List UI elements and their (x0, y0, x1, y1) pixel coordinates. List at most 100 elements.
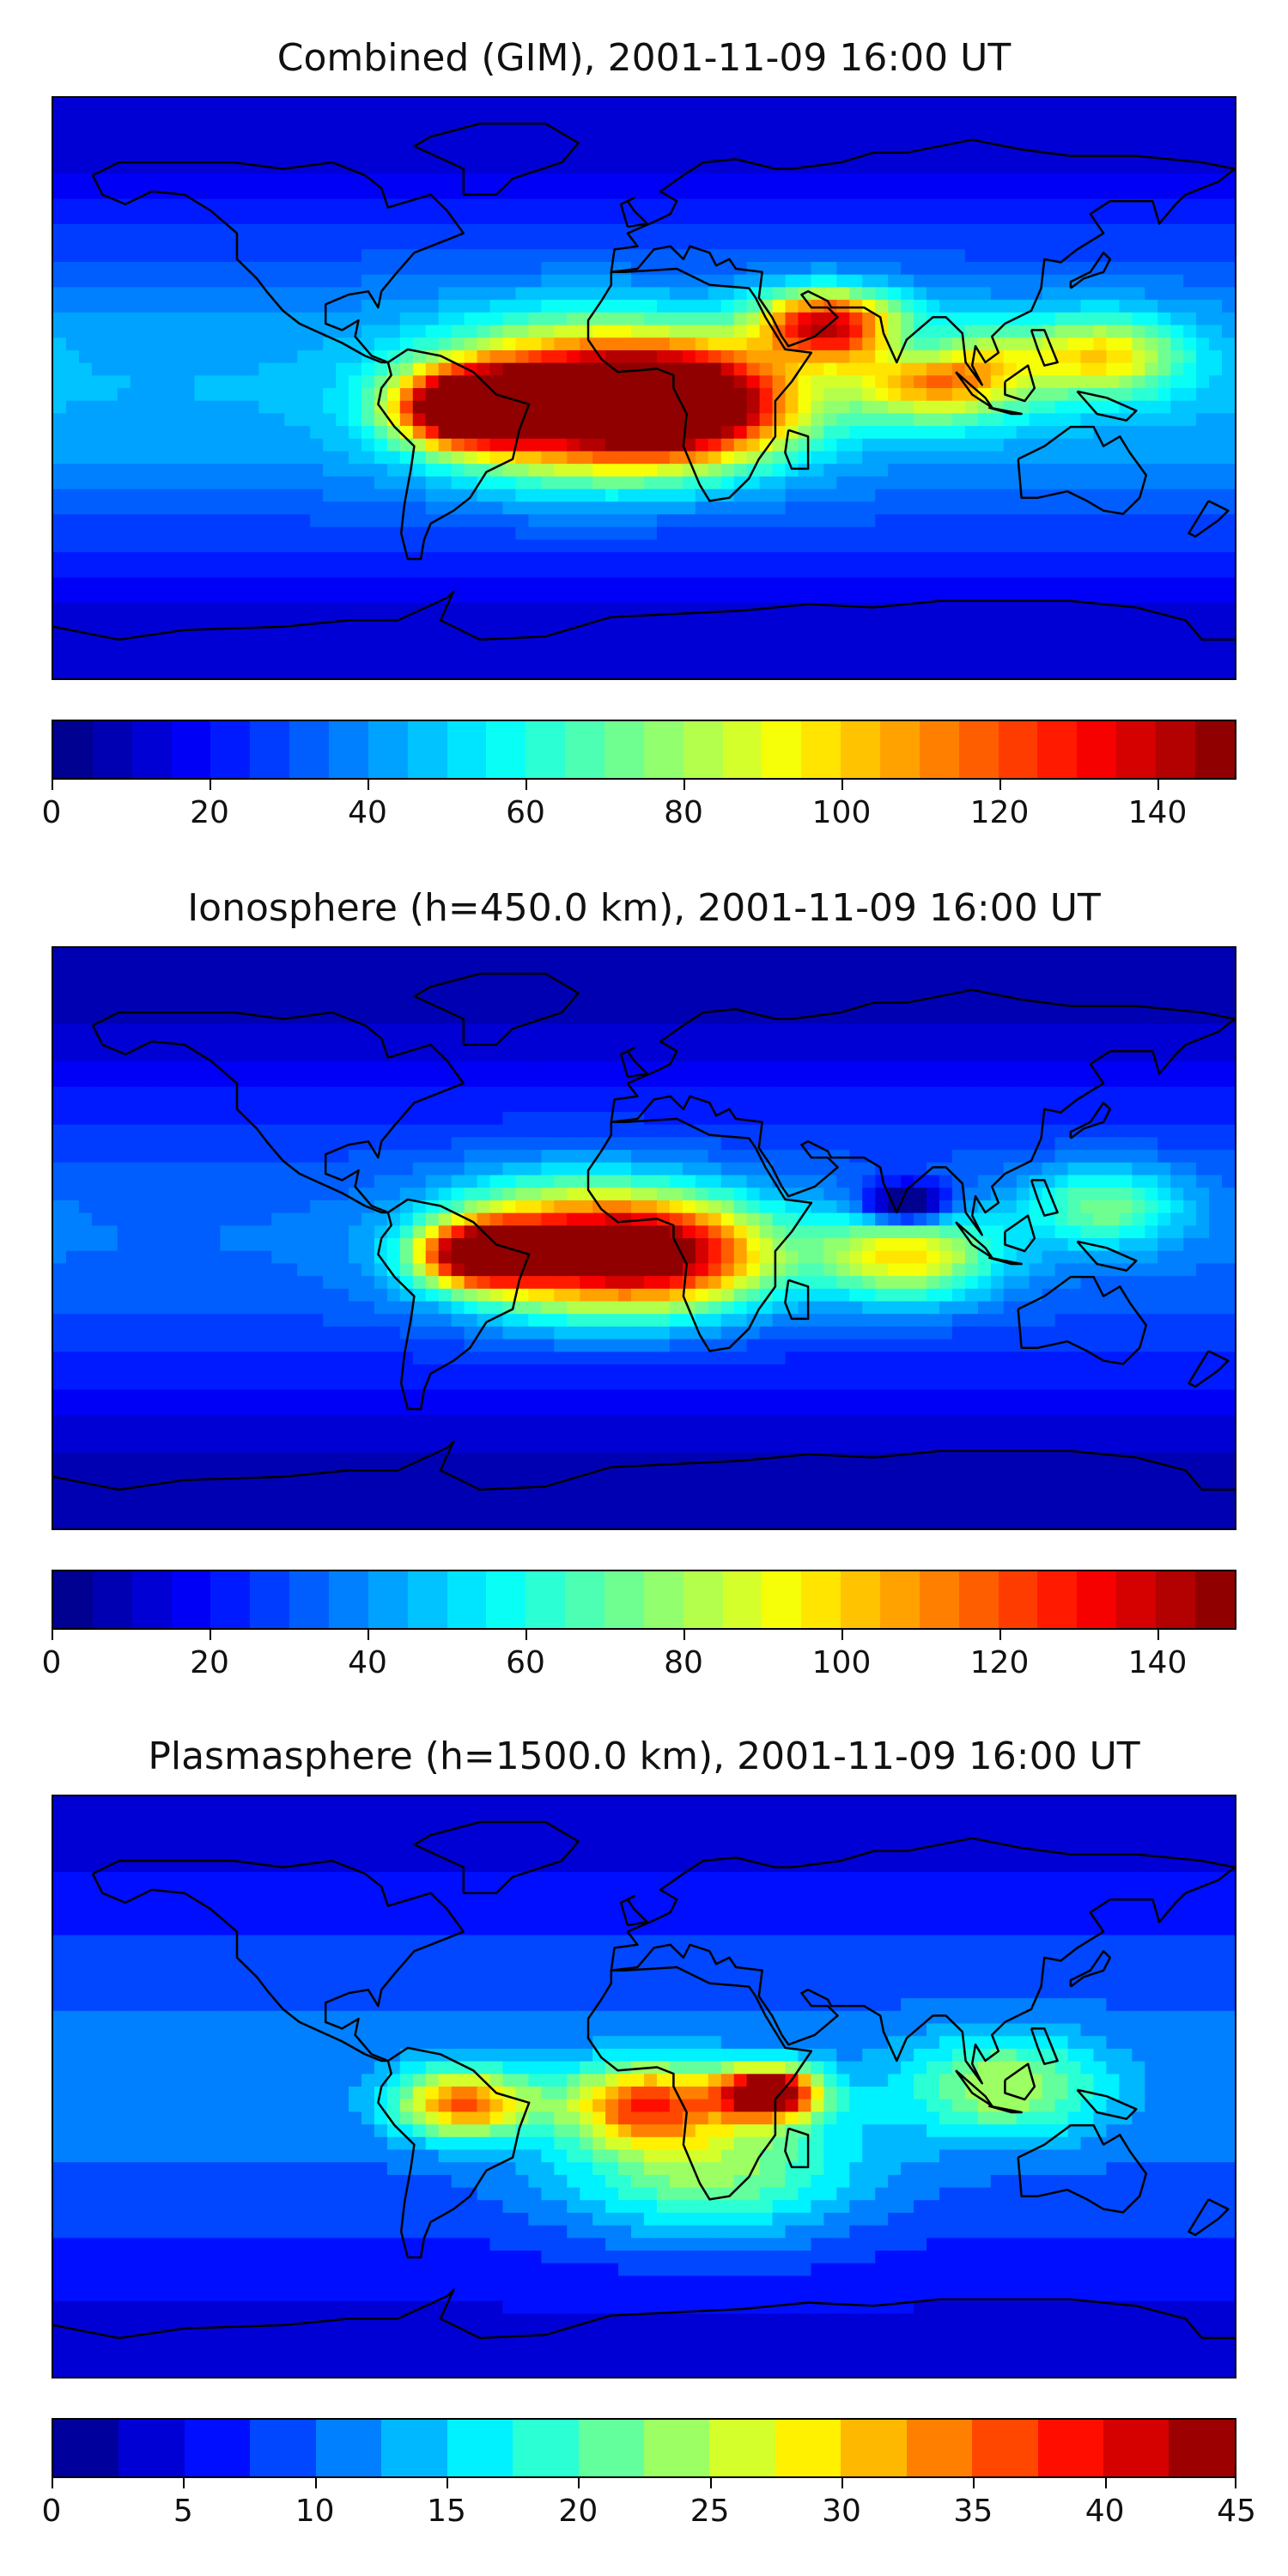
colorbar-segment (381, 2420, 447, 2476)
colorbar-segment (841, 2420, 907, 2476)
colorbar-tick (841, 2478, 843, 2488)
colorbar-segment (998, 1571, 1038, 1628)
coastline (1030, 2027, 1059, 2065)
map-combined (52, 96, 1236, 680)
colorbar-tick-label: 40 (348, 1645, 387, 1680)
coastline (1076, 390, 1138, 422)
colorbar-tick (368, 1630, 369, 1640)
coastline (53, 590, 1235, 641)
colorbar-segment (407, 721, 447, 778)
coastline (987, 1256, 1023, 1266)
colorbar-segment (880, 721, 920, 778)
colorbar-tick (1104, 2478, 1107, 2488)
coastline (784, 428, 810, 471)
colorbar-tick-label: 120 (969, 795, 1030, 830)
colorbar-plasmasphere (52, 2418, 1236, 2478)
colorbar-segment (1194, 1571, 1235, 1628)
colorbar-tick (526, 1630, 527, 1640)
colorbar-tick-label: 0 (41, 2494, 62, 2529)
colorbar-tick-label: 40 (348, 795, 387, 830)
colorbar-tick-label: 120 (969, 1645, 1030, 1680)
coastline (1030, 1179, 1059, 1217)
coastline (619, 1895, 649, 1927)
colorbar-segment (526, 1571, 566, 1628)
colorbar-tick-label: 45 (1217, 2494, 1256, 2529)
colorbar-tick-label: 15 (427, 2494, 466, 2529)
colorbar-tick (973, 2478, 975, 2488)
coastline (413, 972, 580, 1046)
colorbar-segment (880, 1571, 920, 1628)
coastline (1188, 500, 1230, 538)
coastline (1017, 2123, 1148, 2214)
colorbar-segment (210, 721, 251, 778)
coastline (784, 1279, 810, 1321)
colorbar-segment (775, 2420, 841, 2476)
colorbar-tick-label: 0 (41, 795, 62, 830)
coastline (784, 2127, 810, 2169)
colorbar-segment (289, 721, 330, 778)
coastline (1017, 425, 1148, 515)
colorbar-segment (447, 1571, 487, 1628)
panel-title-combined: Combined (GIM), 2001-11-09 16:00 UT (276, 36, 1012, 80)
coastline (1069, 1950, 1112, 1988)
colorbar-segment (1077, 1571, 1117, 1628)
colorbar-segment (171, 721, 211, 778)
colorbar-tick-label: 40 (1084, 2494, 1125, 2529)
colorbar-tick (52, 2478, 53, 2488)
coastline (1069, 1102, 1112, 1139)
coastline (413, 122, 580, 196)
colorbar-segment (447, 2420, 513, 2476)
colorbar-segment (722, 1571, 762, 1628)
colorbar-segment (919, 1571, 959, 1628)
colorbar-tick-label: 60 (506, 795, 545, 830)
coastline (1017, 1275, 1148, 1365)
map-ionosphere (52, 946, 1236, 1530)
colorbar-segment (368, 1571, 408, 1628)
colorbar-segment (643, 1571, 683, 1628)
colorbar-segment (683, 721, 723, 778)
colorbar-segment (643, 721, 683, 778)
map-svg-combined (53, 98, 1235, 678)
coastline (586, 1965, 813, 2201)
coastline (610, 138, 1235, 386)
colorbar-tick-label: 30 (822, 2494, 861, 2529)
colorbar-tick-label: 5 (173, 2494, 193, 2529)
coastline (586, 1117, 813, 1352)
colorbar-segment (565, 721, 605, 778)
colorbar-segment (709, 2420, 775, 2476)
coastline (610, 988, 1235, 1236)
coastline (91, 1859, 465, 2063)
colorbar-tick-label: 20 (558, 2494, 598, 2529)
colorbar-ticks-ionosphere: 0 20 40 60 80 100 120 140 (42, 1630, 1236, 1681)
map-plasmasphere (52, 1795, 1236, 2379)
colorbar-segment (605, 1571, 644, 1628)
coastline (377, 2046, 531, 2259)
colorbar-segment (131, 1571, 172, 1628)
colorbar-segment (250, 721, 290, 778)
colorbar-segment (92, 1571, 132, 1628)
colorbar-segment (801, 721, 841, 778)
colorbar-segment (526, 721, 566, 778)
colorbar-ionosphere (52, 1570, 1236, 1630)
colorbar-segment (1156, 1571, 1195, 1628)
colorbar-segment (1116, 721, 1157, 778)
colorbar-tick (683, 1630, 685, 1640)
coastline (53, 2288, 1235, 2340)
colorbar-segment (289, 1571, 330, 1628)
colorbar-tick (841, 1630, 843, 1640)
colorbar-tick-label: 20 (190, 1645, 229, 1680)
colorbar-segment (722, 721, 762, 778)
colorbar-segment (131, 721, 172, 778)
coastline (619, 197, 649, 228)
colorbar-tick-label: 80 (664, 795, 703, 830)
colorbar-segment (801, 1571, 841, 1628)
colorbar-tick-label: 25 (690, 2494, 730, 2529)
colorbar-segment (118, 2420, 185, 2476)
colorbar-tick (52, 1630, 53, 1640)
colorbar-tick (1235, 2478, 1236, 2488)
colorbar-segment (53, 1571, 93, 1628)
coastline (1188, 2198, 1230, 2237)
colorbar-segment (683, 1571, 723, 1628)
colorbar-segment (919, 721, 959, 778)
colorbar-segment (906, 2420, 973, 2476)
